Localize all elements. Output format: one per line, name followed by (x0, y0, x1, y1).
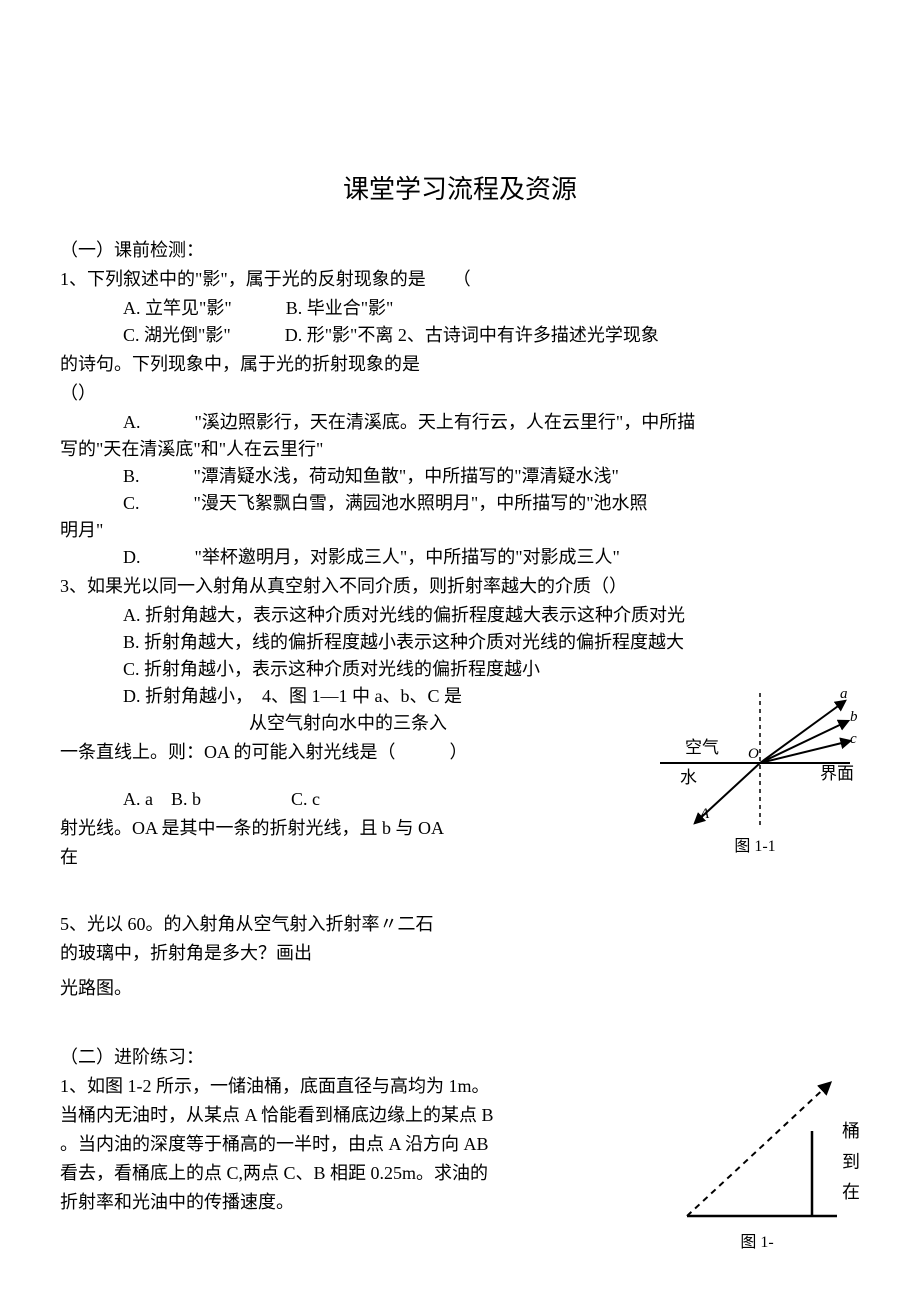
oil-barrel-diagram-icon (672, 1071, 842, 1221)
fig2-side-2: 到 (842, 1147, 860, 1178)
fig2-caption: 图 1- (672, 1231, 842, 1255)
q5-l1: 5、光以 60。的入射角从空气射入折射率〃二石 (60, 911, 860, 938)
fig1-a: a (840, 686, 848, 702)
fig1-A: A (699, 806, 710, 822)
q2-C1: C. "漫天飞絮飘白雪，满园池水照明月"，中所描写的"池水照 (60, 490, 860, 517)
fig2-side-3: 在 (842, 1177, 860, 1208)
fig1-O: O (748, 746, 759, 762)
q2-C2: 明月" (60, 517, 860, 544)
section2-head: （二）进阶练习： (60, 1044, 860, 1071)
q1-optA: A. 立竿见"影" B. 毕业合"影" (60, 295, 860, 322)
figure-1-2: 图 1- (672, 1071, 842, 1255)
q4-opts: A. a B. b C. c (60, 786, 640, 813)
q1-stem: 1、下列叙述中的"影"，属于光的反射现象的是 （ (60, 266, 860, 293)
q2-A2: 写的"天在清溪底"和"人在云里行" (60, 436, 860, 463)
fig2-side-text: 桶 到 在 (842, 1071, 860, 1208)
q3-C: C. 折射角越小，表示这种介质对光线的偏折程度越小 (60, 656, 860, 683)
q4-line2: 射光线。OA 是其中一条的折射光线，且 b 与 OA (60, 815, 640, 842)
q1-cont2: （） (60, 380, 860, 407)
fig1-air-label: 空气 (685, 738, 719, 757)
q3-B: B. 折射角越大，线的偏折程度越小表示这种介质对光线的偏折程度越大 (60, 629, 860, 656)
q3-D2: 从空气射向水中的三条入 (60, 710, 640, 737)
page-title: 课堂学习流程及资源 (60, 170, 860, 209)
fig1-boundary-label: 界面 (820, 764, 854, 783)
s2q1-l2: 当桶内无油时，从某点 A 恰能看到桶底边缘上的某点 B (60, 1102, 662, 1129)
q1-optC: C. 湖光倒"影" D. 形"影"不离 2、古诗词中有许多描述光学现象 (60, 322, 860, 349)
q3-stem: 3、如果光以同一入射角从真空射入不同介质，则折射率越大的介质（） (60, 573, 860, 600)
s2q1-l1: 1、如图 1-2 所示，一储油桶，底面直径与高均为 1m。 (60, 1073, 662, 1100)
fig1-caption: 图 1-1 (650, 835, 860, 859)
q2-D: D. "举杯邀明月，对影成三人"，中所描写的"对影成三人" (60, 544, 860, 571)
q2-A1: A. "溪边照影行，天在清溪底。天上有行云，人在云里行"，中所描 (60, 409, 860, 436)
s2q1-l4: 看去，看桶底上的点 C,两点 C、B 相距 0.25m。求油的 (60, 1160, 662, 1187)
q2-B: B. "潭清疑水浅，荷动知鱼散"，中所描写的"潭清疑水浅" (60, 463, 860, 490)
q3-A: A. 折射角越大，表示这种介质对光线的偏折程度越大表示这种介质对光 (60, 602, 860, 629)
q5-l2: 的玻璃中，折射角是多大？画出 (60, 940, 860, 967)
refraction-diagram-icon: 空气 水 界面 a b c O A (650, 683, 860, 833)
fig1-c: c (850, 731, 857, 747)
q4-line3: 在 (60, 844, 640, 871)
q3-D1: D. 折射角越小， 4、图 1—1 中 a、b、C 是 (60, 683, 640, 710)
fig1-b: b (850, 709, 858, 725)
fig2-side-1: 桶 (842, 1116, 860, 1147)
s2q1-l5: 折射率和光油中的传播速度。 (60, 1189, 662, 1216)
q1-cont1: 的诗句。下列现象中，属于光的折射现象的是 (60, 351, 860, 378)
q5-l3: 光路图。 (60, 975, 860, 1002)
s2q1-l3: 。当内油的深度等于桶高的一半时，由点 A 沿方向 AB (60, 1131, 662, 1158)
fig1-water-label: 水 (680, 768, 697, 787)
figure-1-1: 空气 水 界面 a b c O A 图 1-1 (650, 683, 860, 859)
q4-line1: 一条直线上。则：OA 的可能入射光线是（ ） (60, 739, 640, 766)
section1-head: （一）课前检测： (60, 237, 860, 264)
